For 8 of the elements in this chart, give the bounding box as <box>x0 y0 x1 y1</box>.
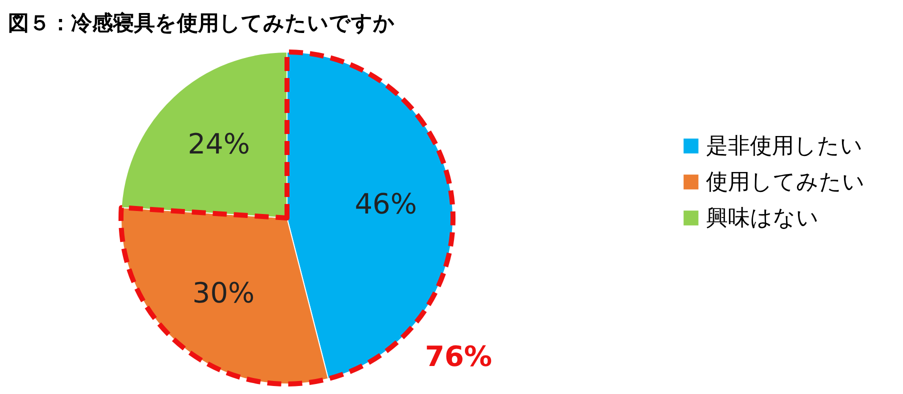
legend-label: 使用してみたい <box>706 170 865 195</box>
chart-title: 図５：冷感寝具を使用してみたいですか <box>8 11 395 35</box>
text: 76% <box>425 340 492 373</box>
legend-label: 是非使用したい <box>706 134 863 159</box>
data-label: 46% <box>354 188 417 221</box>
legend-label: 興味はない <box>706 206 819 231</box>
data-label: 24% <box>188 127 250 160</box>
data-label: 30% <box>192 276 255 310</box>
